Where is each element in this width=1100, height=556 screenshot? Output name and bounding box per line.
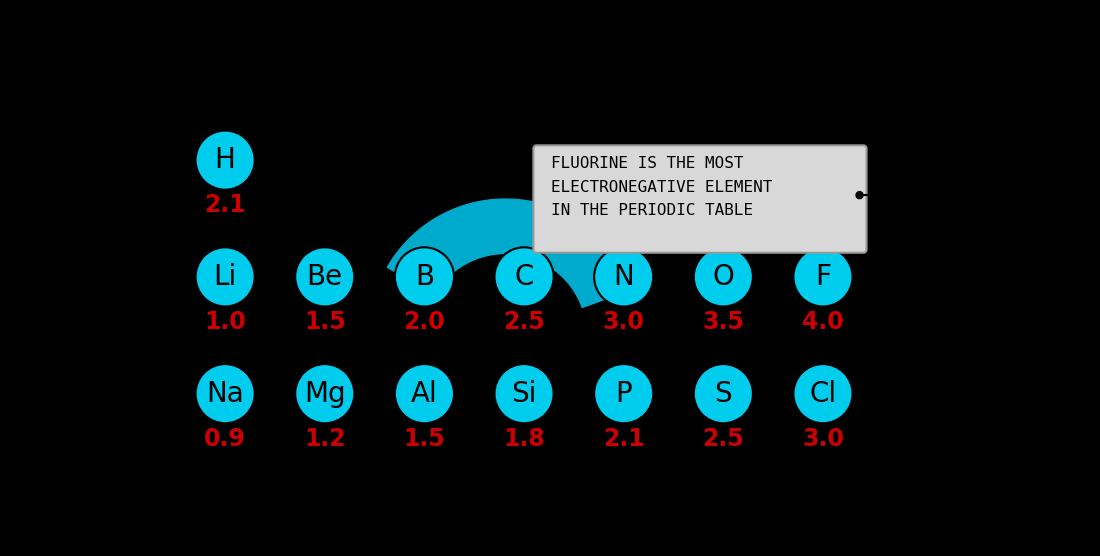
Text: 3.0: 3.0 bbox=[802, 427, 844, 451]
Circle shape bbox=[856, 192, 864, 198]
Text: 3.0: 3.0 bbox=[603, 310, 645, 334]
Text: 2.5: 2.5 bbox=[703, 427, 745, 451]
Circle shape bbox=[694, 364, 752, 423]
Text: Na: Na bbox=[207, 380, 244, 408]
Text: C: C bbox=[515, 263, 534, 291]
Text: Be: Be bbox=[307, 263, 343, 291]
Text: B: B bbox=[415, 263, 434, 291]
Polygon shape bbox=[387, 199, 634, 307]
Polygon shape bbox=[582, 258, 634, 307]
Text: 1.5: 1.5 bbox=[404, 427, 446, 451]
Circle shape bbox=[495, 247, 553, 306]
Text: Si: Si bbox=[512, 380, 537, 408]
Text: O: O bbox=[713, 263, 734, 291]
Text: Mg: Mg bbox=[304, 380, 345, 408]
Text: FLUORINE IS THE MOST
ELECTRONEGATIVE ELEMENT
IN THE PERIODIC TABLE: FLUORINE IS THE MOST ELECTRONEGATIVE ELE… bbox=[550, 156, 772, 218]
Circle shape bbox=[594, 364, 653, 423]
Text: 2.1: 2.1 bbox=[603, 427, 645, 451]
Circle shape bbox=[295, 247, 354, 306]
Text: 3.5: 3.5 bbox=[703, 310, 745, 334]
Circle shape bbox=[295, 364, 354, 423]
Text: 1.0: 1.0 bbox=[205, 310, 246, 334]
Text: 1.5: 1.5 bbox=[304, 310, 345, 334]
Circle shape bbox=[793, 247, 853, 306]
Text: N: N bbox=[614, 263, 634, 291]
Text: 2.0: 2.0 bbox=[404, 310, 446, 334]
Text: H: H bbox=[214, 146, 235, 174]
Circle shape bbox=[495, 364, 553, 423]
Circle shape bbox=[196, 247, 255, 306]
Circle shape bbox=[395, 364, 454, 423]
Text: 2.1: 2.1 bbox=[205, 193, 246, 217]
Circle shape bbox=[196, 131, 255, 190]
Text: 0.9: 0.9 bbox=[205, 427, 246, 451]
Polygon shape bbox=[387, 244, 434, 294]
Circle shape bbox=[793, 364, 853, 423]
Text: 2.5: 2.5 bbox=[503, 310, 544, 334]
Circle shape bbox=[395, 247, 454, 306]
Text: Al: Al bbox=[411, 380, 438, 408]
FancyBboxPatch shape bbox=[534, 145, 867, 253]
Circle shape bbox=[694, 247, 752, 306]
Text: Li: Li bbox=[213, 263, 236, 291]
Circle shape bbox=[196, 364, 255, 423]
Text: Cl: Cl bbox=[810, 380, 836, 408]
Text: P: P bbox=[615, 380, 632, 408]
Text: S: S bbox=[715, 380, 733, 408]
Text: 4.0: 4.0 bbox=[802, 310, 844, 334]
Text: 1.2: 1.2 bbox=[304, 427, 345, 451]
Text: 1.8: 1.8 bbox=[503, 427, 544, 451]
Text: F: F bbox=[815, 263, 830, 291]
Circle shape bbox=[594, 247, 653, 306]
